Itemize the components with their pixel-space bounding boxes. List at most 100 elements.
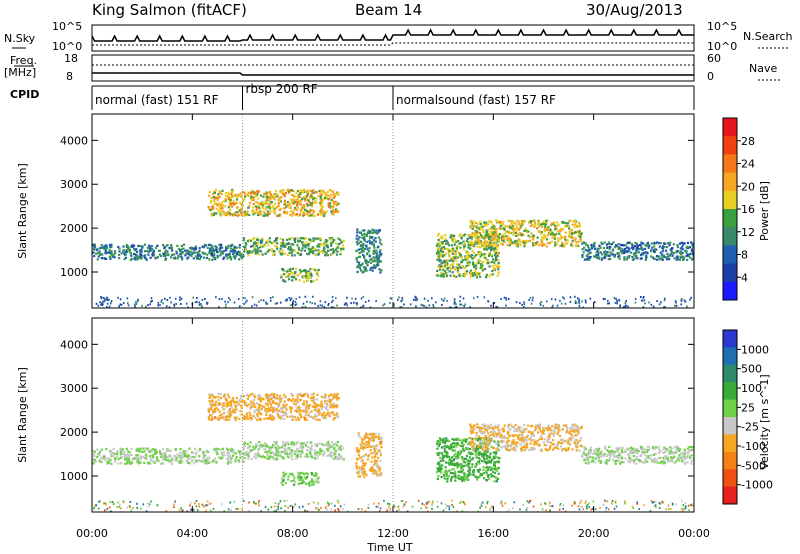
echo-cell (241, 417, 245, 420)
echo-cell (436, 251, 439, 254)
echo-cell (287, 268, 290, 271)
noise-cell (244, 301, 247, 304)
echo-cell (298, 200, 301, 203)
echo-cell (303, 409, 306, 412)
echo-cell (119, 453, 122, 456)
echo-cell (379, 471, 382, 474)
echo-cell (508, 244, 511, 247)
echo-cell (262, 444, 265, 447)
echo-cell (211, 399, 214, 402)
echo-cell (266, 454, 269, 457)
echo-cell (550, 233, 553, 236)
echo-cell (261, 206, 264, 209)
echo-cell (198, 254, 201, 257)
echo-cell (240, 395, 243, 398)
echo-cell (193, 248, 196, 251)
echo-cell (229, 244, 233, 247)
noise-cell (288, 297, 291, 299)
echo-cell (220, 246, 224, 249)
echo-cell (159, 455, 163, 458)
echo-cell (156, 256, 159, 259)
echo-cell (439, 247, 442, 251)
echo-cell (229, 402, 232, 405)
echo-cell (298, 248, 301, 251)
echo-cell (272, 205, 275, 208)
echo-cell (369, 236, 372, 239)
echo-cell (217, 193, 220, 196)
echo-cell (210, 251, 213, 254)
echo-cell (202, 450, 205, 454)
freq-strip-frame (91, 54, 695, 82)
echo-cell (485, 229, 488, 232)
echo-cell (204, 460, 208, 463)
echo-cell (304, 417, 307, 420)
echo-cell (497, 252, 500, 255)
noise-cell (490, 304, 492, 307)
echo-cell (226, 452, 229, 455)
echo-cell (484, 256, 487, 259)
echo-cell (631, 244, 634, 247)
echo-cell (438, 437, 442, 440)
echo-cell (206, 459, 209, 462)
noise-cell (95, 302, 98, 305)
echo-cell (503, 240, 507, 243)
nsky-strip-frame (91, 24, 695, 52)
y-tick-label: 1000 (60, 266, 88, 279)
echo-cell (494, 236, 497, 239)
echo-cell (221, 207, 224, 210)
echo-cell (104, 245, 107, 248)
echo-cell (92, 457, 95, 461)
echo-cell (676, 246, 680, 249)
echo-cell (166, 244, 169, 247)
echo-cell (649, 255, 653, 258)
echo-cell (279, 416, 282, 419)
echo-cell (267, 244, 270, 247)
echo-cell (260, 398, 263, 401)
echo-cell (494, 251, 498, 255)
echo-cell (274, 441, 277, 444)
echo-cell (468, 447, 471, 451)
echo-cell (319, 197, 322, 200)
noise-cell (135, 300, 137, 303)
echo-cell (252, 199, 255, 202)
echo-cell (376, 254, 379, 257)
echo-cell (228, 454, 232, 457)
noise-cell (574, 302, 577, 305)
echo-cell (292, 200, 295, 203)
echo-cell (329, 238, 332, 241)
echo-cell (657, 242, 661, 245)
echo-cell (367, 441, 370, 444)
echo-cell (239, 453, 242, 456)
echo-cell (316, 213, 320, 216)
echo-cell (460, 242, 463, 245)
echo-cell (275, 449, 278, 453)
y-tick-label: 4000 (60, 134, 88, 147)
echo-cell (377, 457, 380, 460)
echo-cell (232, 252, 235, 256)
echo-cell (516, 245, 519, 248)
noise-cell (151, 300, 153, 302)
echo-cell (515, 219, 519, 222)
echo-cell (330, 210, 333, 213)
echo-cell (642, 242, 645, 245)
echo-cell (221, 447, 224, 451)
echo-cell (129, 245, 133, 248)
echo-cell (361, 248, 364, 251)
echo-cell (280, 253, 283, 256)
echo-cell (244, 213, 247, 216)
echo-cell (250, 245, 253, 248)
echo-cell (263, 417, 266, 420)
echo-cell (230, 190, 233, 194)
echo-cell (227, 191, 230, 194)
echo-cell (547, 241, 550, 245)
echo-cell (319, 237, 322, 240)
echo-cell (526, 239, 529, 242)
echo-cell (372, 435, 375, 438)
noise-cell (680, 303, 683, 306)
echo-cell (273, 440, 276, 444)
echo-cell (627, 247, 630, 250)
echo-cell (296, 198, 299, 201)
echo-cell (340, 445, 343, 448)
echo-cell (639, 254, 643, 257)
echo-cell (436, 477, 439, 481)
